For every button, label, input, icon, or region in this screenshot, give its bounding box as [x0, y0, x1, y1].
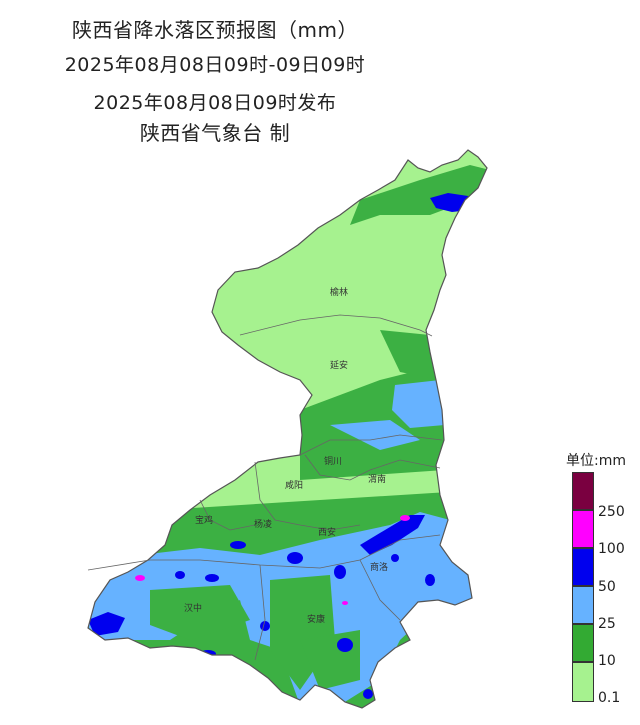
legend-label-250: 250 [598, 504, 625, 520]
legend-swatch-250-plus [572, 472, 594, 510]
legend-swatch-0-1 [572, 662, 594, 702]
city-label-baoji: 宝鸡 [195, 514, 213, 526]
city-label-weinan: 渭南 [368, 473, 386, 485]
city-label-yangling: 杨凌 [254, 518, 272, 530]
legend-swatch-25 [572, 586, 594, 624]
city-label-xianyang: 咸阳 [285, 479, 303, 491]
city-label-hanzhong: 汉中 [184, 602, 202, 614]
city-label-ankang: 安康 [307, 613, 325, 625]
issue-time: 2025年08月08日09时发布 [93, 92, 337, 114]
legend-label-0-1: 0.1 [598, 690, 621, 706]
city-label-yulin: 榆林 [330, 286, 348, 298]
legend-label-100: 100 [598, 541, 625, 557]
legend-unit-label: 单位:mm [566, 453, 626, 469]
legend-label-25: 25 [598, 616, 616, 632]
legend-swatch-100 [572, 510, 594, 548]
city-label-shangluo: 商洛 [370, 561, 388, 573]
city-label-yanan: 延安 [330, 359, 348, 371]
city-label-tongchuan: 铜川 [324, 455, 342, 467]
legend-swatch-10 [572, 624, 594, 662]
forecast-period: 2025年08月08日09时-09日09时 [64, 54, 366, 76]
issuing-agency: 陕西省气象台 制 [139, 121, 291, 145]
city-label-xian: 西安 [318, 526, 336, 538]
legend-label-10: 10 [598, 653, 616, 669]
legend-swatch-50 [572, 548, 594, 586]
map-title: 陕西省降水落区预报图（mm） [72, 18, 358, 42]
legend-label-50: 50 [598, 579, 616, 595]
